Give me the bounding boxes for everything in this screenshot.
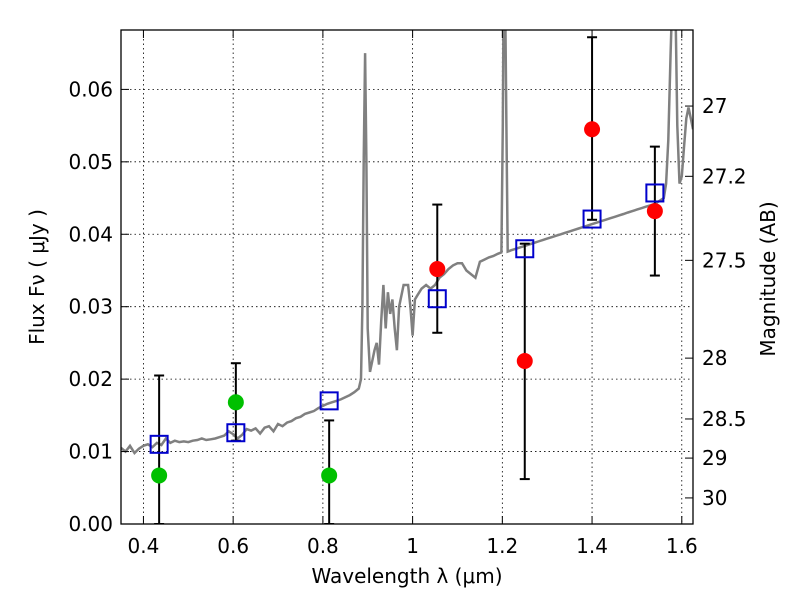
x-tick-label: 1.2 xyxy=(486,534,518,558)
right-axis: 27 27.2 27.5 28 28.5 29 30 xyxy=(685,94,747,510)
y-tick-label: 0.05 xyxy=(68,150,113,174)
y-tick-label: 0.00 xyxy=(68,512,113,536)
right-tick-label: 29 xyxy=(702,446,727,470)
right-tick-label: 28.5 xyxy=(702,407,747,431)
right-tick-label: 27.5 xyxy=(702,248,747,272)
x-tick-label: 1.4 xyxy=(576,534,608,558)
y-axis-label: Flux Fν ( μJy ) xyxy=(25,209,49,345)
green-data-point xyxy=(227,394,244,411)
data-markers xyxy=(149,121,665,484)
green-data-point xyxy=(321,467,338,484)
y-tick-label: 0.02 xyxy=(68,367,113,391)
model-photometry-square xyxy=(149,434,169,454)
error-bars xyxy=(154,36,660,524)
y-tick-label: 0.04 xyxy=(68,222,113,246)
x-tick-label: 1.6 xyxy=(666,534,698,558)
y-tick-label: 0.01 xyxy=(68,440,113,464)
x-tick-label: 1 xyxy=(406,534,419,558)
y-axis: 0.00 0.01 0.02 0.03 0.04 0.05 0.06 xyxy=(68,77,129,536)
right-axis-label: Magnitude (AB) xyxy=(756,201,780,356)
green-data-point xyxy=(151,467,168,484)
model-photometry-square xyxy=(427,289,447,309)
x-axis: 0.4 0.6 0.8 1 1.2 1.4 1.6 xyxy=(128,30,698,558)
x-tick-label: 0.8 xyxy=(307,534,339,558)
y-tick-label: 0.06 xyxy=(68,77,113,101)
right-tick-label: 30 xyxy=(702,486,727,510)
right-tick-label: 27 xyxy=(702,94,727,118)
red-data-point xyxy=(516,353,533,370)
model-photometry-square xyxy=(226,423,246,443)
model-photometry-square xyxy=(319,391,339,411)
x-tick-label: 0.4 xyxy=(128,534,160,558)
right-tick-label: 28 xyxy=(702,346,727,370)
red-data-point xyxy=(584,121,601,138)
model-photometry-square xyxy=(645,183,665,203)
red-data-point xyxy=(646,203,663,220)
plot-frame xyxy=(120,29,694,525)
model-photometry-square xyxy=(515,239,535,259)
x-tick-label: 0.6 xyxy=(217,534,249,558)
model-photometry-square xyxy=(582,209,602,229)
grid-lines xyxy=(121,30,693,524)
y-tick-label: 0.03 xyxy=(68,295,113,319)
x-axis-label: Wavelength λ (μm) xyxy=(311,564,502,588)
sed-model-group xyxy=(121,30,693,455)
sed-model-line xyxy=(121,30,693,455)
right-tick-label: 27.2 xyxy=(702,164,747,188)
red-data-point xyxy=(429,261,446,278)
